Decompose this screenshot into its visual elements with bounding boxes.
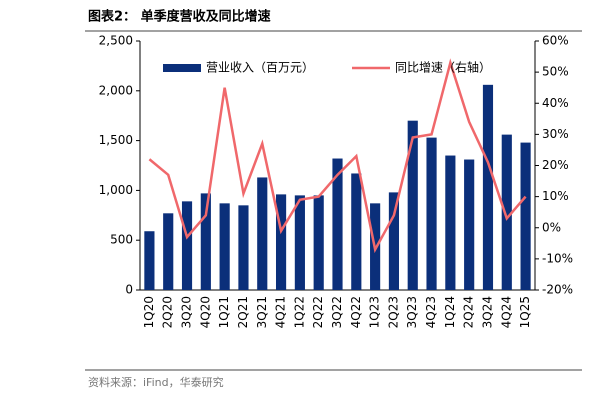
- y-tick-label: 2,000: [99, 83, 133, 97]
- x-tick-label: 1Q20: [142, 296, 156, 328]
- y2-tick-label: 0%: [542, 220, 561, 234]
- y2-tick-label: 20%: [542, 158, 569, 172]
- x-tick-label: 1Q25: [518, 296, 532, 328]
- y2-tick-label: 50%: [542, 65, 569, 79]
- y2-tick-label: -20%: [542, 283, 573, 297]
- bar: [520, 142, 531, 290]
- bar: [294, 195, 305, 290]
- x-tick-label: 4Q23: [424, 296, 438, 328]
- x-tick-label: 4Q20: [198, 296, 212, 328]
- x-tick-label: 4Q22: [349, 296, 363, 328]
- x-tick-label: 3Q23: [405, 296, 419, 328]
- x-tick-label: 3Q24: [480, 296, 494, 328]
- x-tick-label: 1Q23: [368, 296, 382, 328]
- y-tick-label: 2,500: [99, 34, 133, 48]
- y-tick-label: 500: [110, 233, 133, 247]
- x-tick-label: 4Q21: [274, 296, 288, 328]
- bar: [388, 192, 400, 290]
- y-tick-label: 1,000: [99, 183, 133, 197]
- y2-tick-label: -10%: [542, 251, 573, 265]
- bar: [144, 231, 155, 290]
- bar: [501, 134, 512, 290]
- x-tick-label: 2Q24: [462, 296, 476, 328]
- bar: [275, 194, 287, 290]
- source-note: 资料来源：iFind，华泰研究: [88, 375, 224, 389]
- y2-tick-label: 30%: [542, 127, 569, 141]
- x-tick-label: 3Q21: [255, 296, 269, 328]
- bar: [482, 84, 494, 290]
- chart-title: 图表2： 单季度营收及同比增速: [88, 9, 271, 25]
- x-tick-label: 2Q22: [311, 296, 325, 328]
- bar: [407, 120, 418, 291]
- bar: [351, 173, 362, 290]
- y2-tick-label: 40%: [542, 96, 569, 110]
- bar: [313, 195, 324, 290]
- line: [148, 58, 527, 254]
- x-tick-label: 4Q24: [499, 296, 513, 328]
- y-tick-label: 0: [125, 283, 133, 297]
- legend-label: 同比增速（右轴）: [395, 60, 491, 75]
- legend-label: 营业收入（百万元）: [206, 61, 314, 75]
- bar: [426, 137, 437, 290]
- x-tick-label: 3Q22: [330, 296, 344, 328]
- bar: [257, 177, 268, 290]
- x-tick-label: 2Q21: [236, 296, 250, 328]
- bar: [464, 159, 475, 290]
- bar: [445, 155, 456, 290]
- y2-tick-label: 60%: [542, 34, 569, 48]
- bar: [181, 201, 193, 290]
- bar: [163, 213, 174, 290]
- bar: [332, 158, 343, 290]
- y2-tick-label: 10%: [542, 189, 569, 203]
- bar: [219, 203, 230, 290]
- x-tick-label: 1Q21: [217, 296, 231, 328]
- x-tick-label: 2Q23: [386, 296, 400, 328]
- x-tick-label: 2Q20: [161, 296, 175, 328]
- y-tick-label: 1,500: [99, 133, 133, 147]
- legend-swatch: [163, 64, 201, 72]
- x-tick-label: 1Q22: [292, 296, 306, 328]
- bar: [238, 205, 249, 290]
- bar: [200, 193, 211, 290]
- x-tick-label: 3Q20: [180, 296, 194, 328]
- x-tick-label: 1Q24: [443, 296, 457, 328]
